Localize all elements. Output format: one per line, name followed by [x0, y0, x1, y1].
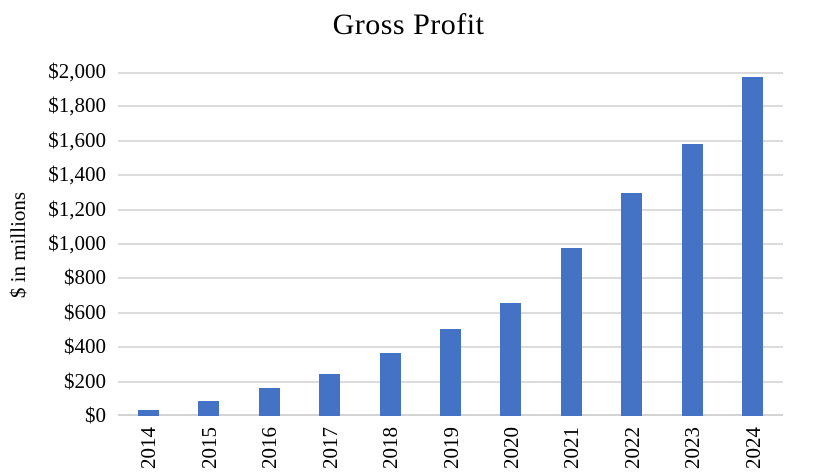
y-gridline [118, 139, 783, 142]
x-tick-label-2020: 2020 [498, 427, 523, 469]
bar-2015 [198, 400, 220, 416]
y-gridline [118, 208, 783, 211]
x-tick-label-2023: 2023 [680, 427, 705, 469]
x-tick-label-2022: 2022 [619, 427, 644, 469]
plot-area [118, 72, 783, 416]
x-tick-label-2021: 2021 [559, 427, 584, 469]
y-tick-label: $1,600 [48, 127, 106, 152]
y-tick-label: $1,800 [48, 93, 106, 118]
bar-2021 [560, 248, 582, 416]
x-tick-label-2015: 2015 [196, 427, 221, 469]
chart-title: Gross Profit [332, 8, 485, 41]
y-gridline [118, 72, 783, 74]
bar-2023 [681, 144, 703, 416]
y-tick-label: $600 [64, 299, 106, 324]
x-tick-label-2018: 2018 [378, 427, 403, 469]
y-tick-label: $800 [64, 265, 106, 290]
y-tick-label: $1,000 [48, 231, 106, 255]
y-tick-label: $200 [64, 368, 106, 393]
y-tick-label: $0 [85, 403, 106, 427]
y-gridline [118, 277, 783, 280]
bar-2020 [500, 303, 522, 416]
bar-2018 [379, 353, 401, 416]
x-tick-label-2017: 2017 [317, 427, 342, 469]
y-gridline [118, 174, 783, 177]
x-tick-label-2016: 2016 [257, 427, 282, 469]
x-tick-label-2019: 2019 [438, 427, 463, 469]
y-gridline [118, 311, 783, 314]
y-tick-label: $1,200 [48, 196, 106, 221]
y-gridline [118, 243, 783, 245]
bar-2019 [440, 329, 461, 416]
bar-2014 [137, 409, 159, 416]
x-tick-label-2024: 2024 [740, 427, 765, 469]
x-tick-label-2014: 2014 [136, 427, 161, 469]
bar-2017 [319, 373, 341, 416]
bar-2016 [258, 388, 280, 416]
y-tick-label: $1,400 [48, 162, 106, 187]
y-gridline [118, 105, 783, 108]
y-tick-label: $400 [64, 334, 106, 359]
y-tick-label: $2,000 [48, 59, 106, 83]
bar-2024 [742, 77, 764, 416]
bar-2022 [621, 193, 643, 416]
